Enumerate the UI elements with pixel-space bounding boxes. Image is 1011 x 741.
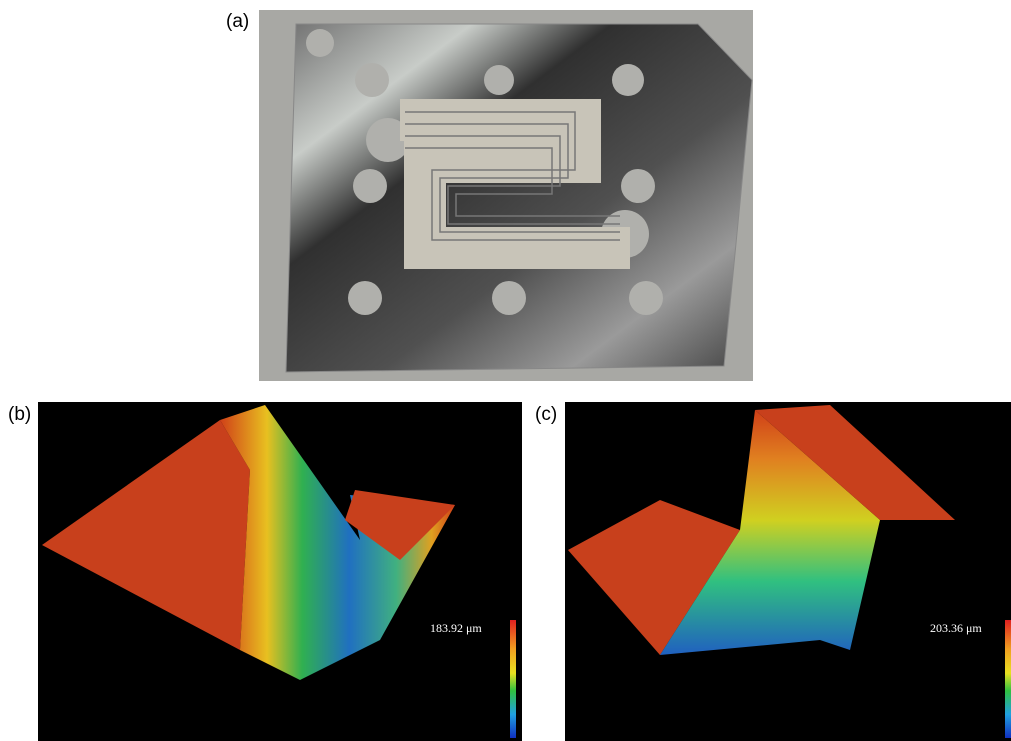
color-bar [510, 620, 516, 738]
figure: (a) (b) 183.92 μm (c) 203.36 μm [0, 0, 1011, 741]
page: (a) (b) 183.92 μm (c) 203.36 μm (() => {… [0, 0, 1011, 741]
scale-label: 203.36 μm [930, 621, 982, 635]
color-bar [1005, 620, 1011, 738]
panel-label: (c) [535, 404, 557, 425]
scale-label: 183.92 μm [430, 621, 482, 635]
panel-label: (a) [226, 11, 249, 32]
panel-label: (b) [8, 404, 31, 425]
